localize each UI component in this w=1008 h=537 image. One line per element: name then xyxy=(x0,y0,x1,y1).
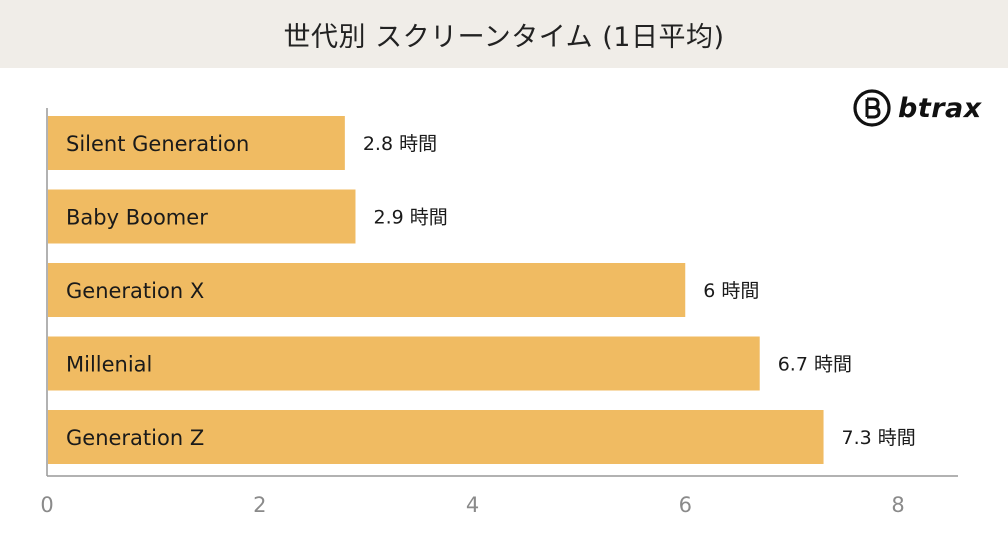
x-tick-label: 0 xyxy=(40,493,53,517)
bar-value-label: 6.7 時間 xyxy=(778,354,852,376)
bar-category-label: Silent Generation xyxy=(66,132,249,156)
x-tick-label: 2 xyxy=(253,493,266,517)
bar-category-label: Baby Boomer xyxy=(66,206,208,230)
chart-title: 世代別 スクリーンタイム (1日平均) xyxy=(283,21,725,53)
bars-group: Silent Generation 2.8 時間 Baby Boomer 2.9 時間… xyxy=(48,116,916,464)
title-bar: 世代別 スクリーンタイム (1日平均) xyxy=(0,0,1008,68)
bar xyxy=(48,263,686,317)
bar xyxy=(48,189,356,244)
x-ticks-group: 0 2 4 6 8 xyxy=(40,493,904,517)
bar xyxy=(48,336,760,391)
x-tick-label: 6 xyxy=(679,493,692,517)
bar-value-label: 2.8 時間 xyxy=(363,133,437,155)
brand-logo: btrax xyxy=(852,86,992,130)
bar-value-label: 6 時間 xyxy=(703,280,759,302)
bar-value-label: 2.9 時間 xyxy=(373,207,447,229)
b-circle-logo-icon xyxy=(853,89,891,127)
x-tick-label: 4 xyxy=(466,493,479,517)
x-tick-label: 8 xyxy=(891,493,904,517)
bar-category-label: Millenial xyxy=(66,353,152,377)
bar-category-label: Generation X xyxy=(66,279,204,303)
bar xyxy=(48,116,345,170)
logo-text: btrax xyxy=(898,92,982,124)
bar xyxy=(48,410,824,464)
bar-category-label: Generation Z xyxy=(66,426,204,450)
bar-value-label: 7.3 時間 xyxy=(842,427,916,449)
